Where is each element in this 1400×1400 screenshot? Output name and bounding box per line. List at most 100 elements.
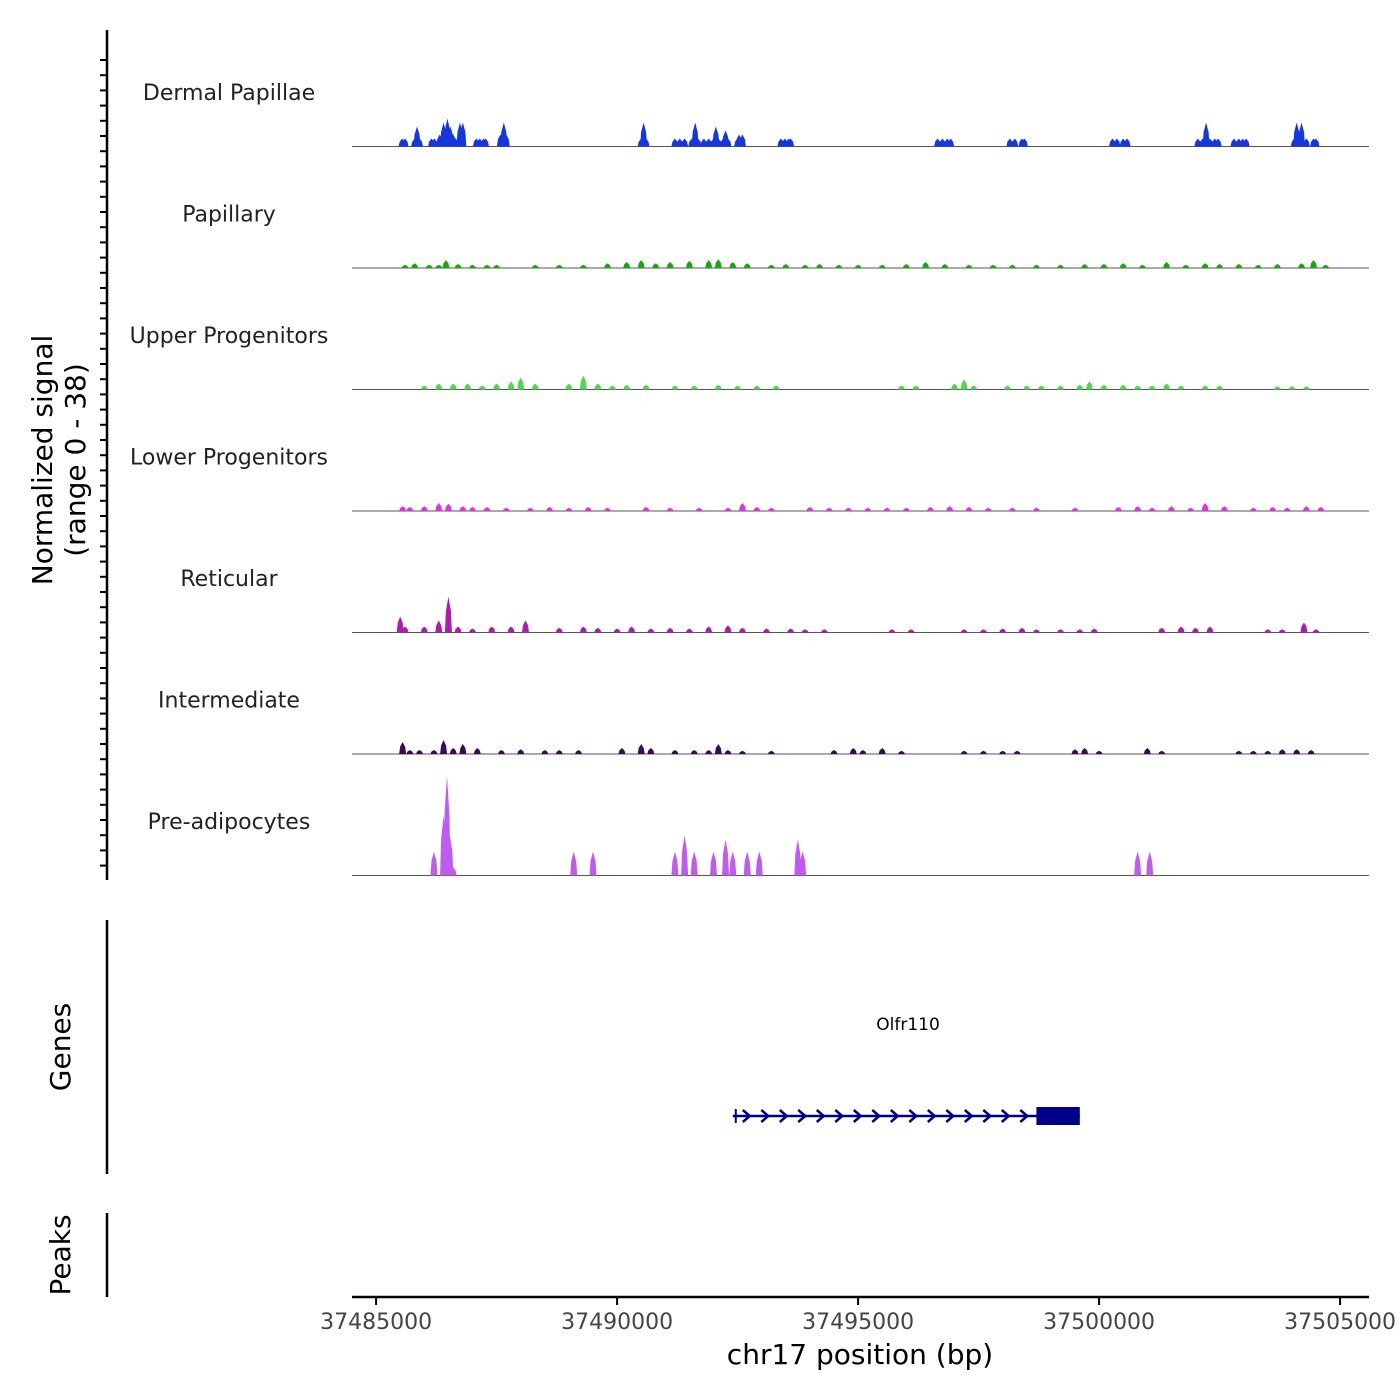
- signal-peak: [897, 750, 905, 754]
- signal-peak: [399, 742, 407, 754]
- signal-peak: [415, 750, 423, 754]
- track-reticular: Reticular: [180, 567, 1369, 633]
- signal-peak: [738, 627, 746, 633]
- signal-peak: [734, 385, 742, 390]
- track-papillary: Papillary: [182, 203, 1369, 269]
- signal-peak: [642, 384, 650, 390]
- signal-peak: [947, 138, 955, 147]
- signal-peak: [555, 264, 563, 268]
- signal-peak: [507, 626, 515, 633]
- signal-peak: [1085, 381, 1093, 390]
- signal-peak: [1057, 629, 1065, 633]
- signal-peak: [724, 625, 732, 633]
- strand-arrow: [834, 1109, 845, 1123]
- signal-peak: [820, 629, 828, 633]
- signal-peak: [1163, 383, 1171, 390]
- signal-peak: [878, 264, 886, 268]
- signal-peak: [430, 851, 438, 876]
- signal-peak: [584, 507, 592, 511]
- signal-peak: [497, 750, 505, 754]
- signal-peak: [681, 835, 689, 876]
- signal-peak: [1201, 503, 1209, 511]
- signal-peak: [430, 750, 438, 754]
- x-tick-label: 37495000: [802, 1310, 914, 1335]
- signal-peak: [1214, 138, 1222, 147]
- signal-peak: [1119, 263, 1127, 268]
- signal-peak: [912, 385, 920, 390]
- signal-peak: [1032, 264, 1040, 268]
- strand-arrow: [778, 1109, 789, 1123]
- signal-peak: [878, 748, 886, 754]
- signal-peak: [603, 263, 611, 268]
- signal-peak: [1013, 750, 1021, 754]
- signal-peak: [1254, 264, 1262, 268]
- signal-peak: [459, 122, 467, 147]
- signal-peak: [531, 264, 539, 268]
- signal-peak: [1322, 264, 1330, 268]
- signal-peak: [1182, 264, 1190, 268]
- signal-peak: [902, 264, 910, 268]
- signal-peak: [420, 506, 428, 511]
- signal-peak: [1302, 506, 1310, 511]
- signal-peak: [411, 263, 419, 268]
- signal-peak: [1302, 138, 1310, 147]
- signal-peak: [1134, 851, 1142, 876]
- signal-peak: [1191, 627, 1199, 633]
- signal-peak: [763, 628, 771, 633]
- signal-peak: [1273, 264, 1281, 268]
- signal-peak: [753, 385, 761, 390]
- signal-peak: [724, 138, 732, 147]
- signal-peak: [1100, 384, 1108, 390]
- signal-peak: [1100, 264, 1108, 268]
- signal-peak: [979, 750, 987, 754]
- signal-peak: [685, 260, 693, 268]
- signal-peak: [724, 750, 732, 754]
- signal-peak: [1201, 263, 1209, 268]
- signal-peak: [830, 750, 838, 754]
- signal-peak: [454, 626, 462, 633]
- signal-peak: [1177, 626, 1185, 633]
- x-axis-label: chr17 position (bp): [727, 1338, 993, 1371]
- strand-arrow: [797, 1109, 808, 1123]
- signal-peak: [1081, 748, 1089, 754]
- signal-peak: [1146, 851, 1154, 876]
- signal-peak: [1158, 627, 1166, 633]
- signal-peak: [1300, 622, 1308, 633]
- track-dermal-papillae: Dermal Papillae: [143, 81, 1369, 147]
- signal-peak: [709, 851, 717, 876]
- signal-peak: [613, 628, 621, 633]
- x-tick-label: 37490000: [561, 1310, 673, 1335]
- signal-peak: [1158, 750, 1166, 754]
- signal-peak: [970, 385, 978, 390]
- signal-peak: [493, 383, 501, 390]
- signal-peak: [854, 264, 862, 268]
- signal-peak: [690, 851, 698, 876]
- signal-peak: [1278, 749, 1286, 754]
- signal-peak: [623, 262, 631, 268]
- signal-peak: [999, 628, 1007, 633]
- signal-peak: [1008, 264, 1016, 268]
- signal-peak: [772, 385, 780, 390]
- signal-peak: [1023, 385, 1031, 390]
- x-tick-label: 37505000: [1284, 1310, 1396, 1335]
- signal-peak: [960, 379, 968, 390]
- signal-peak: [941, 264, 949, 268]
- signal-peak: [637, 744, 645, 754]
- signal-peak: [1201, 385, 1209, 390]
- track-upper-progenitors: Upper Progenitors: [130, 324, 1369, 390]
- signal-peak: [722, 839, 730, 876]
- signal-peak: [1242, 138, 1250, 147]
- signal-peak: [705, 626, 713, 633]
- signal-y-axis-ticks: [100, 59, 107, 867]
- signal-peak: [743, 851, 751, 876]
- signal-peak: [594, 383, 602, 390]
- signal-peak: [1011, 138, 1019, 147]
- signal-peak: [1037, 385, 1045, 390]
- signal-peak: [782, 264, 790, 268]
- signal-peak: [1167, 506, 1175, 511]
- track-label: Pre-adipocytes: [148, 810, 311, 835]
- signal-peak: [1004, 385, 1012, 390]
- signal-peak: [401, 264, 409, 268]
- signal-peak: [1273, 386, 1281, 390]
- signal-peak: [1249, 750, 1257, 754]
